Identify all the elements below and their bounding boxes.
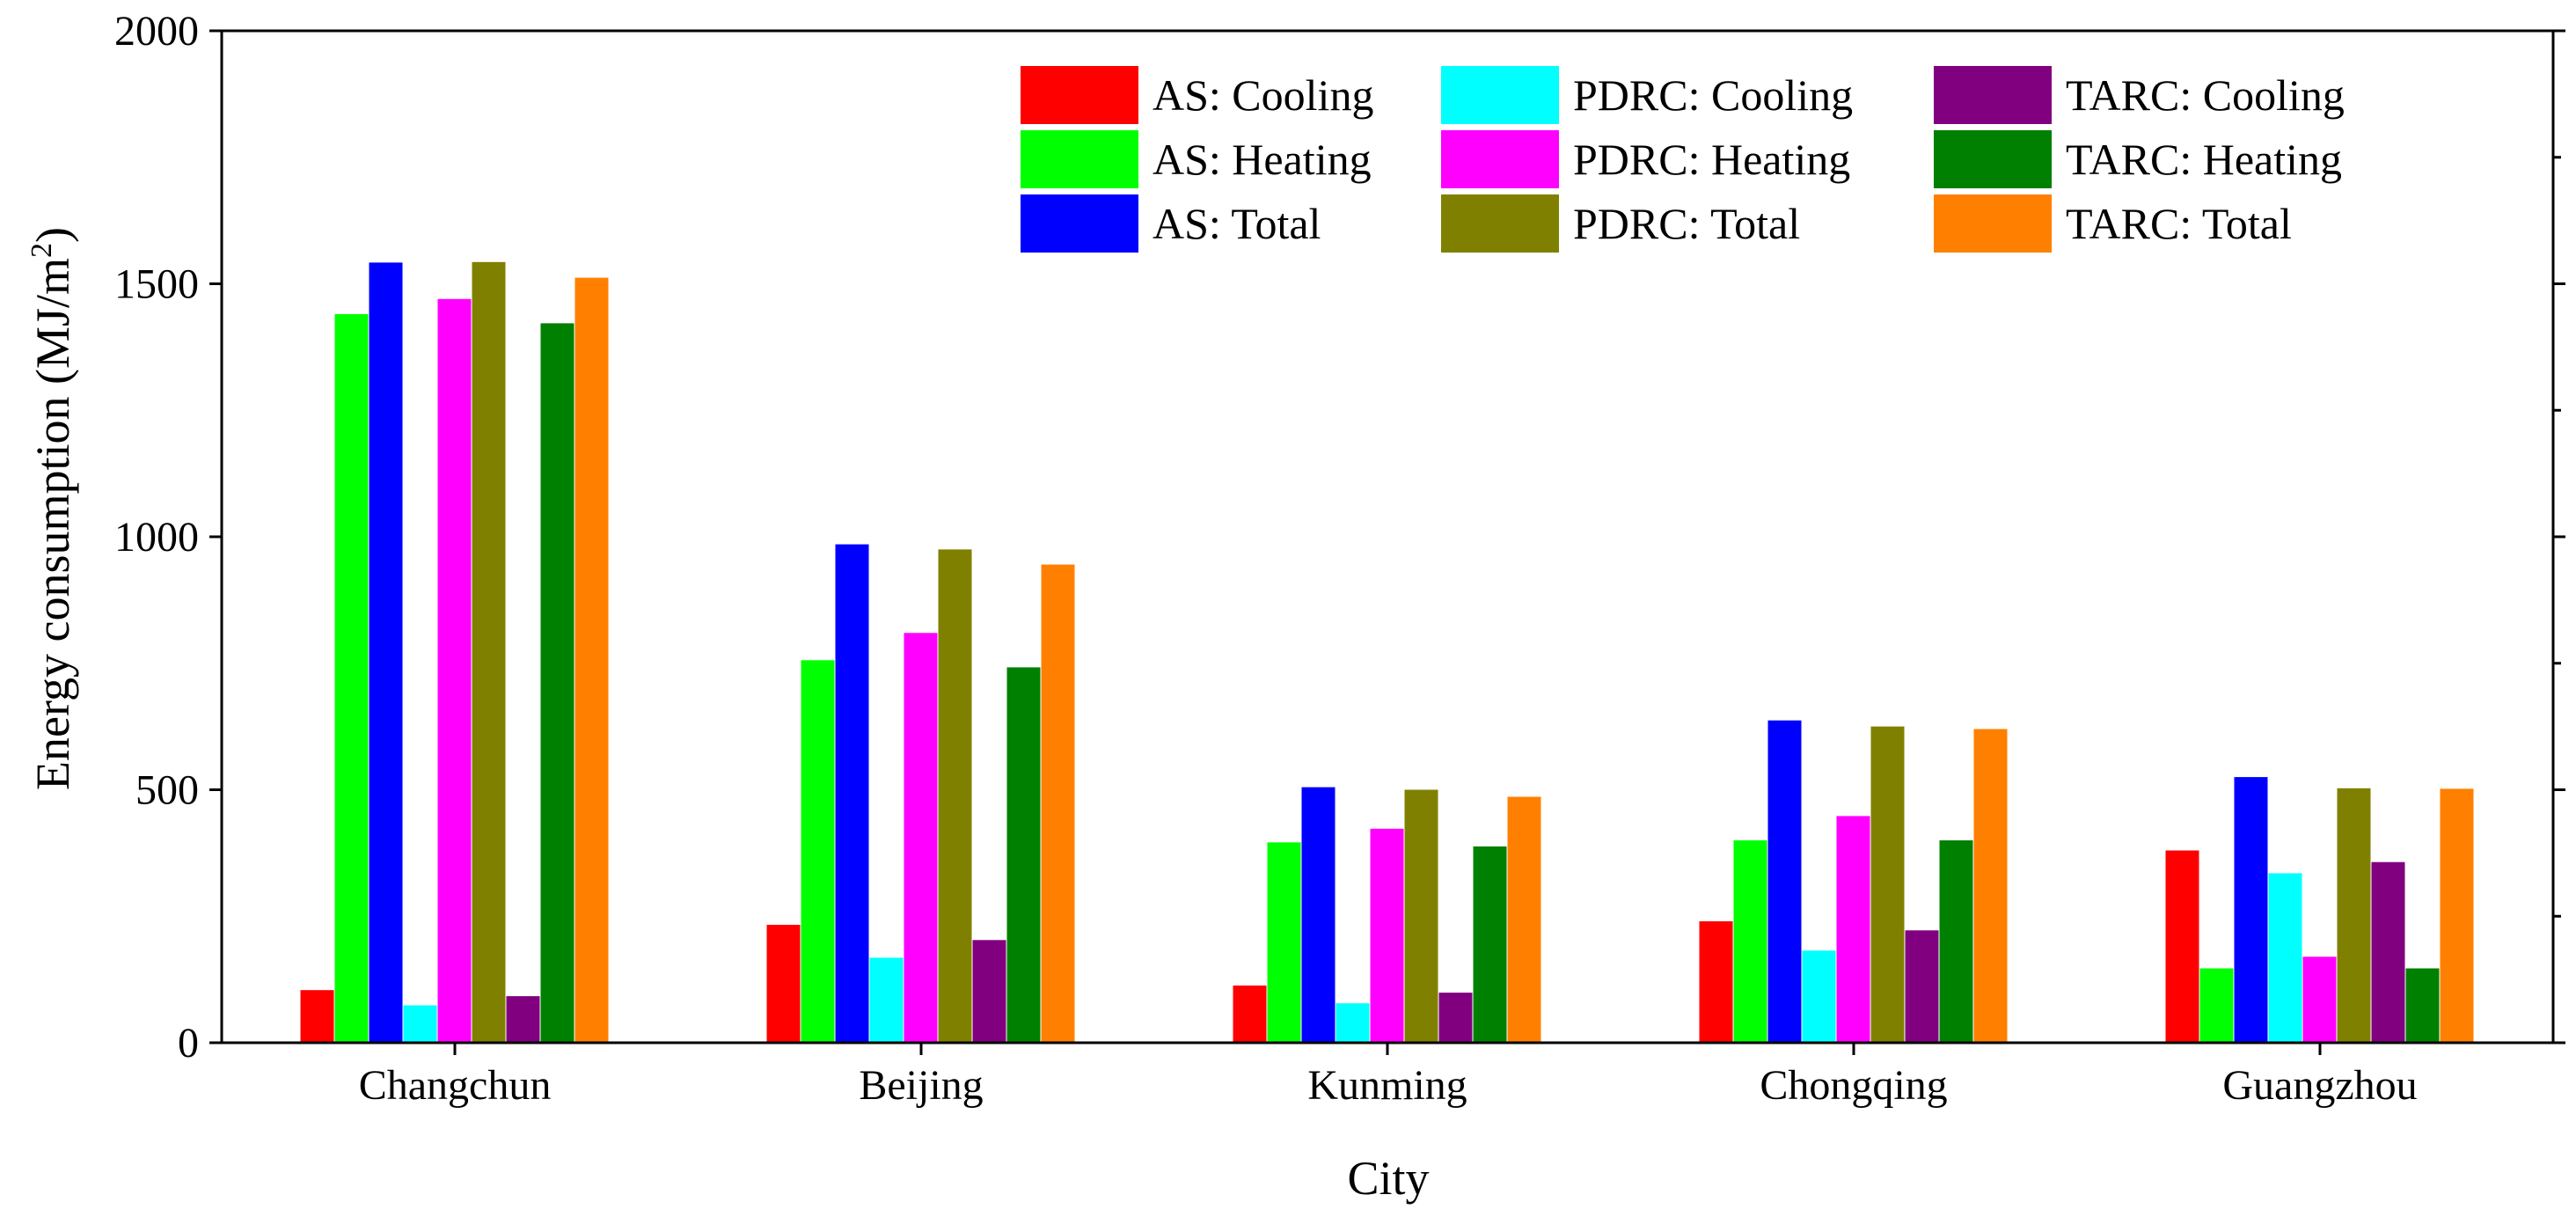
bar-kunming-tarc-heating — [1473, 846, 1507, 1043]
legend-label-tarc-heating: TARC: Heating — [2066, 135, 2342, 184]
y-axis-title-close: ) — [26, 227, 79, 243]
bar-guangzhou-as-heating — [2199, 968, 2234, 1043]
legend-swatch-tarc-total — [1934, 194, 2052, 253]
bar-changchun-tarc-total — [574, 277, 609, 1044]
bar-changchun-as-heating — [334, 314, 369, 1043]
bar-guangzhou-tarc-cooling — [2371, 861, 2405, 1043]
bar-beijing-pdrc-heating — [904, 633, 938, 1044]
bar-beijing-tarc-cooling — [972, 940, 1006, 1043]
y-tick-label: 1000 — [114, 514, 199, 561]
y-tick-label: 1500 — [114, 261, 199, 308]
legend-swatch-tarc-cooling — [1934, 66, 2052, 124]
y-tick-label: 0 — [178, 1020, 199, 1066]
x-tick-label-kunming: Kunming — [1307, 1062, 1467, 1109]
legend-swatch-as-cooling — [1021, 66, 1138, 124]
bar-changchun-as-total — [369, 262, 403, 1043]
legend-label-as-heating: AS: Heating — [1153, 135, 1372, 184]
bar-kunming-pdrc-cooling — [1336, 1003, 1370, 1043]
x-tick-label-guangzhou: Guangzhou — [2222, 1062, 2417, 1109]
bar-kunming-tarc-cooling — [1438, 993, 1473, 1043]
bar-changchun-tarc-cooling — [506, 996, 540, 1043]
bar-chongqing-pdrc-cooling — [1802, 950, 1836, 1043]
x-axis-title: City — [1347, 1152, 1429, 1205]
bar-guangzhou-as-total — [2234, 777, 2268, 1043]
bar-guangzhou-as-cooling — [2165, 850, 2199, 1043]
bar-beijing-tarc-heating — [1006, 667, 1041, 1043]
bar-chongqing-pdrc-heating — [1836, 816, 1870, 1043]
bar-beijing-as-heating — [801, 660, 835, 1043]
y-axis-title-superscript: 2 — [26, 243, 58, 258]
x-tick-label-changchun: Changchun — [359, 1062, 552, 1109]
x-tick-label-chongqing: Chongqing — [1760, 1062, 1947, 1109]
bar-changchun-pdrc-cooling — [403, 1005, 437, 1043]
bar-chongqing-tarc-cooling — [1905, 930, 1939, 1043]
bar-kunming-as-cooling — [1233, 986, 1267, 1043]
bar-chongqing-as-total — [1767, 720, 1802, 1043]
bar-guangzhou-pdrc-cooling — [2268, 873, 2302, 1043]
bar-kunming-pdrc-total — [1404, 789, 1438, 1043]
bar-guangzhou-tarc-total — [2440, 788, 2474, 1043]
x-tick-label-beijing: Beijing — [859, 1062, 983, 1109]
bar-kunming-as-total — [1301, 787, 1336, 1043]
y-tick-label: 2000 — [114, 8, 199, 55]
bar-kunming-as-heating — [1267, 842, 1301, 1043]
bar-chongqing-pdrc-total — [1870, 726, 1905, 1043]
bar-guangzhou-tarc-heating — [2405, 968, 2440, 1043]
bar-chongqing-as-cooling — [1699, 921, 1733, 1043]
legend-label-tarc-cooling: TARC: Cooling — [2066, 70, 2345, 120]
bar-changchun-as-cooling — [300, 990, 334, 1043]
bar-beijing-pdrc-total — [938, 549, 972, 1043]
legend-swatch-as-total — [1021, 194, 1138, 253]
legend-label-pdrc-heating: PDRC: Heating — [1573, 135, 1850, 184]
legend: AS: Cooling AS: Heating AS: Total PDRC: Coo… — [1021, 66, 2345, 253]
legend-swatch-as-heating — [1021, 130, 1138, 188]
bars-group — [300, 261, 2474, 1044]
legend-swatch-pdrc-cooling — [1441, 66, 1559, 124]
bar-beijing-pdrc-cooling — [869, 957, 904, 1043]
y-tick-label: 500 — [135, 767, 199, 814]
y-axis-title-main: Energy consumption (MJ/m — [26, 258, 79, 790]
legend-label-as-total: AS: Total — [1153, 199, 1321, 248]
bar-beijing-as-total — [835, 544, 869, 1043]
bar-guangzhou-pdrc-heating — [2302, 956, 2337, 1044]
y-axis-title: Energy consumption (MJ/m2) — [26, 227, 79, 790]
legend-swatch-pdrc-total — [1441, 194, 1559, 253]
bar-guangzhou-pdrc-total — [2337, 788, 2371, 1043]
bar-changchun-pdrc-heating — [437, 298, 472, 1044]
bar-beijing-as-cooling — [766, 925, 801, 1043]
legend-label-tarc-total: TARC: Total — [2066, 199, 2292, 248]
bar-chongqing-as-heating — [1733, 840, 1767, 1043]
axes-group: 0 500 1000 1500 2000 Changchun Beijing Kunming C… — [114, 8, 2565, 1109]
bar-chongqing-tarc-heating — [1939, 840, 1973, 1043]
legend-label-as-cooling: AS: Cooling — [1153, 70, 1373, 120]
bar-chongqing-tarc-total — [1973, 729, 2008, 1043]
bar-kunming-tarc-total — [1507, 796, 1541, 1043]
bar-kunming-pdrc-heating — [1370, 828, 1404, 1043]
bar-beijing-tarc-total — [1041, 564, 1075, 1043]
bar-changchun-tarc-heating — [540, 323, 574, 1043]
legend-label-pdrc-cooling: PDRC: Cooling — [1573, 70, 1853, 120]
legend-swatch-tarc-heating — [1934, 130, 2052, 188]
bar-changchun-pdrc-total — [472, 261, 506, 1043]
legend-swatch-pdrc-heating — [1441, 130, 1559, 188]
legend-label-pdrc-total: PDRC: Total — [1573, 199, 1800, 248]
